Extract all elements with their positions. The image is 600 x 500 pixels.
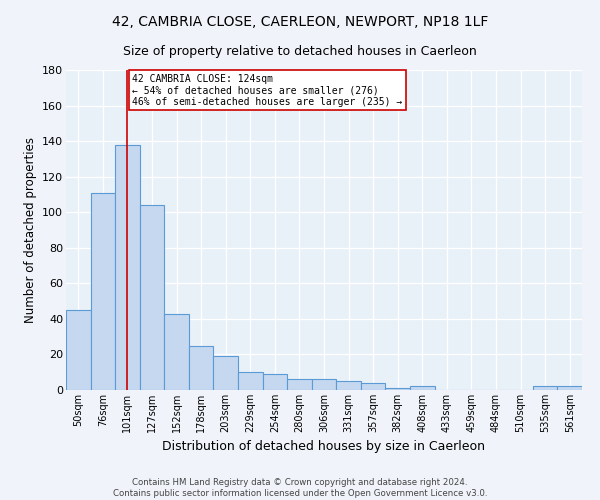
Bar [361, 383, 385, 390]
Text: 42, CAMBRIA CLOSE, CAERLEON, NEWPORT, NP18 1LF: 42, CAMBRIA CLOSE, CAERLEON, NEWPORT, NP… [112, 15, 488, 29]
Bar [336, 381, 361, 390]
Bar [214, 356, 238, 390]
Bar [66, 310, 91, 390]
Y-axis label: Number of detached properties: Number of detached properties [23, 137, 37, 323]
Bar [312, 380, 336, 390]
Bar [164, 314, 189, 390]
Bar [263, 374, 287, 390]
Bar [115, 144, 140, 390]
Bar [410, 386, 434, 390]
X-axis label: Distribution of detached houses by size in Caerleon: Distribution of detached houses by size … [163, 440, 485, 454]
Bar [140, 205, 164, 390]
Bar [91, 192, 115, 390]
Bar [385, 388, 410, 390]
Text: 42 CAMBRIA CLOSE: 124sqm
← 54% of detached houses are smaller (276)
46% of semi-: 42 CAMBRIA CLOSE: 124sqm ← 54% of detach… [133, 74, 403, 107]
Text: Contains HM Land Registry data © Crown copyright and database right 2024.
Contai: Contains HM Land Registry data © Crown c… [113, 478, 487, 498]
Bar [557, 386, 582, 390]
Bar [189, 346, 214, 390]
Bar [287, 380, 312, 390]
Text: Size of property relative to detached houses in Caerleon: Size of property relative to detached ho… [123, 45, 477, 58]
Bar [238, 372, 263, 390]
Bar [533, 386, 557, 390]
